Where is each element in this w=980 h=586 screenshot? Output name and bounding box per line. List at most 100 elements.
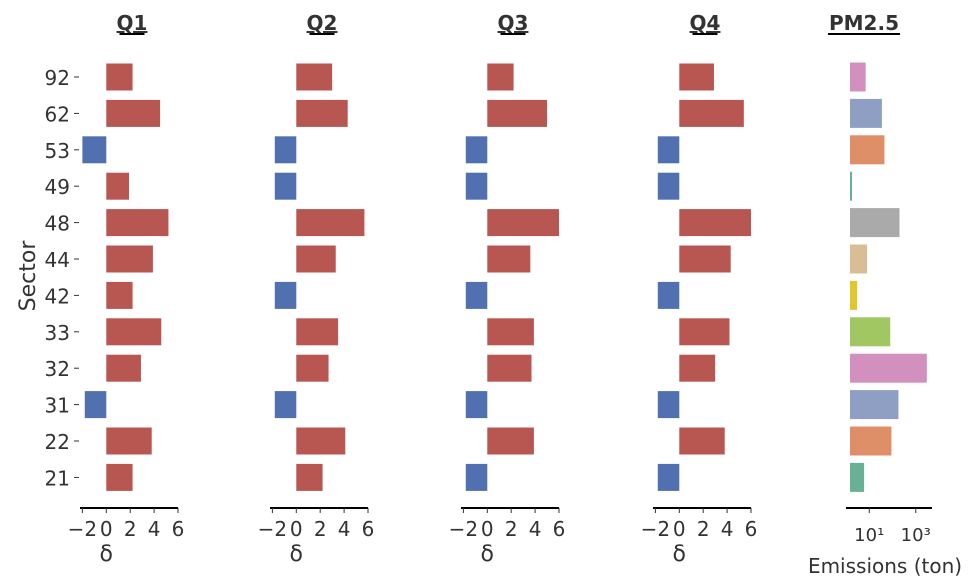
bar — [82, 136, 107, 164]
y-axis-title: Sector — [16, 240, 41, 312]
bar — [487, 318, 534, 346]
bar — [487, 427, 534, 455]
bar — [106, 354, 141, 382]
y-tick-label: 32 — [45, 357, 70, 381]
bar — [106, 63, 133, 91]
bar — [106, 172, 129, 200]
x-axis-title: δ — [290, 542, 303, 567]
bar — [657, 391, 680, 419]
x-axis-title: δ — [481, 542, 494, 567]
panel-title: Q4 — [690, 11, 721, 35]
panel-title: Q1 — [117, 11, 148, 35]
x-axis-title: δ — [673, 542, 686, 567]
bar — [850, 390, 899, 420]
bar — [296, 63, 333, 91]
bar — [84, 391, 107, 419]
x-tick-label: 4 — [338, 517, 351, 541]
bar — [679, 209, 751, 237]
x-tick-label: −2 — [641, 517, 670, 541]
y-tick-label: 49 — [45, 175, 70, 199]
panel-title: PM2.5 — [829, 11, 899, 35]
bar — [106, 281, 133, 309]
bar — [106, 99, 161, 127]
x-tick-label: 6 — [362, 517, 375, 541]
bar — [296, 463, 323, 491]
y-tick-label: 21 — [45, 466, 70, 490]
x-tick-label: −2 — [449, 517, 478, 541]
bar — [679, 427, 725, 455]
bar — [274, 136, 297, 164]
bar — [465, 391, 488, 419]
x-tick-label: 6 — [172, 517, 185, 541]
x-tick-label: 0 — [481, 517, 494, 541]
bar — [679, 318, 730, 346]
bar — [465, 281, 488, 309]
bar — [850, 244, 867, 274]
bar — [850, 353, 927, 383]
x-tick-label: −2 — [258, 517, 287, 541]
x-tick-label: 0 — [673, 517, 686, 541]
bar — [296, 245, 336, 273]
x-tick-label: 10³ — [901, 525, 931, 546]
bar — [850, 98, 882, 128]
y-tick-label: 31 — [45, 394, 70, 418]
x-tick-label: 6 — [553, 517, 566, 541]
y-tick-label: 92 — [45, 66, 70, 90]
x-tick-label: 2 — [697, 517, 710, 541]
x-axis-title: Emissions (ton) — [808, 554, 962, 578]
bar — [487, 99, 548, 127]
x-tick-label: 2 — [505, 517, 518, 541]
bar — [679, 245, 731, 273]
bar — [850, 171, 852, 201]
y-tick-label: 48 — [45, 212, 70, 236]
bar — [487, 209, 559, 237]
bar — [106, 463, 133, 491]
x-tick-label: 4 — [721, 517, 734, 541]
bar — [106, 427, 152, 455]
y-tick-label: 42 — [45, 284, 70, 308]
bar — [679, 354, 716, 382]
bar — [657, 136, 680, 164]
bar — [296, 209, 365, 237]
bar — [106, 318, 162, 346]
bar — [850, 135, 885, 165]
x-tick-label: 0 — [100, 517, 113, 541]
x-tick-label: −2 — [68, 517, 97, 541]
bar — [106, 245, 153, 273]
bar — [850, 462, 865, 492]
bar — [657, 172, 680, 200]
y-tick-label: 53 — [45, 139, 70, 163]
bar — [296, 99, 348, 127]
bar — [850, 426, 892, 456]
bar — [274, 391, 297, 419]
y-tick-label: 62 — [45, 102, 70, 126]
bar — [657, 463, 680, 491]
bar — [487, 63, 514, 91]
x-tick-label: 2 — [124, 517, 137, 541]
bar — [487, 354, 532, 382]
bar — [274, 172, 297, 200]
bar — [850, 280, 858, 310]
bar — [657, 281, 680, 309]
x-tick-label: 4 — [148, 517, 161, 541]
y-tick-label: 33 — [45, 321, 70, 345]
bar — [465, 463, 488, 491]
bar — [465, 136, 488, 164]
panel-title: Q3 — [498, 11, 529, 35]
bar — [850, 317, 891, 347]
bar — [296, 354, 329, 382]
bar — [850, 62, 866, 92]
x-tick-label: 2 — [314, 517, 327, 541]
bar — [679, 63, 714, 91]
bar — [850, 208, 900, 238]
x-tick-label: 0 — [290, 517, 303, 541]
bar — [296, 427, 346, 455]
bar — [106, 209, 169, 237]
bar — [296, 318, 339, 346]
bar — [465, 172, 488, 200]
x-tick-label: 10¹ — [854, 525, 884, 546]
bar — [274, 281, 297, 309]
panel-title: Q2 — [307, 11, 338, 35]
x-tick-label: 6 — [745, 517, 758, 541]
